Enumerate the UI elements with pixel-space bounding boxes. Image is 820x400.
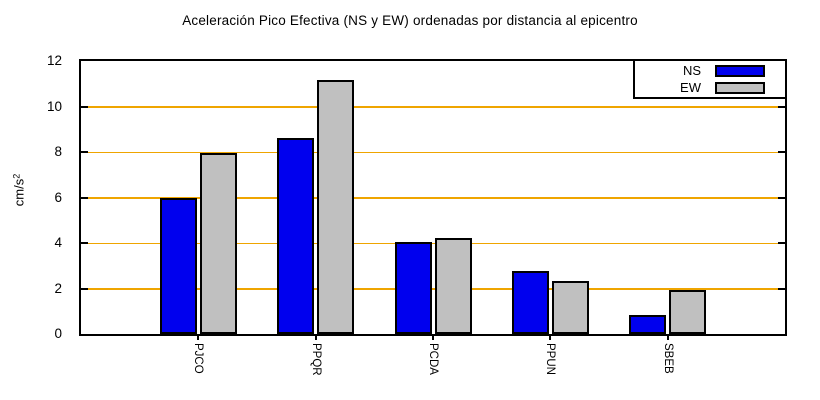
legend-label-ew: EW	[680, 80, 701, 95]
x-tick-mark	[549, 336, 552, 340]
x-tick-mark	[197, 336, 200, 340]
y-tick-mark-left	[81, 105, 88, 108]
x-tick-mark	[314, 336, 317, 340]
legend-swatch-ew	[715, 81, 765, 94]
chart-title: Aceleración Pico Efectiva (NS y EW) orde…	[182, 13, 638, 28]
x-tick-label: PPUN	[544, 343, 557, 375]
y-tick-mark-left	[81, 151, 88, 153]
plot-area	[79, 59, 787, 336]
y-tick-label: 2	[54, 280, 62, 296]
y-tick-label: 10	[46, 98, 62, 114]
bar-ew-ppun	[551, 280, 589, 334]
bar-ns-pjco	[159, 197, 197, 334]
bar-ew-sbeb	[669, 289, 707, 334]
bar-ns-sbeb	[629, 314, 667, 334]
y-tick-mark-right	[778, 242, 785, 244]
x-tick-label: PPQR	[309, 343, 322, 376]
bar-ew-pjco	[199, 153, 237, 334]
gridline-y6	[81, 197, 785, 199]
legend: NS EW	[633, 59, 787, 99]
y-axis-label: cm/s2	[11, 173, 27, 207]
y-tick-mark-left	[81, 287, 88, 290]
y-tick-mark-right	[778, 287, 785, 290]
legend-row-ew: EW	[635, 80, 785, 95]
legend-swatch-ns	[715, 64, 765, 77]
y-tick-mark-left	[81, 242, 88, 244]
gridline-y8	[81, 151, 785, 153]
gridline-y2	[81, 288, 785, 290]
legend-row-ns: NS	[635, 63, 785, 78]
gridline-y4	[81, 242, 785, 244]
x-tick-mark	[666, 336, 669, 340]
y-tick-mark-right	[778, 151, 785, 153]
y-tick-mark-right	[778, 105, 785, 108]
bar-ew-pcda	[434, 238, 472, 334]
x-tick-label: PCDA	[427, 343, 439, 375]
y-tick-label: 4	[54, 235, 62, 250]
bar-ns-ppqr	[277, 138, 315, 334]
y-tick-label: 6	[54, 189, 62, 205]
y-tick-label: 8	[54, 144, 62, 159]
y-tick-label: 0	[54, 326, 62, 341]
y-tick-label: 12	[46, 53, 62, 68]
bar-ns-ppun	[511, 271, 549, 334]
y-tick-mark-right	[778, 196, 785, 199]
x-tick-mark	[432, 336, 434, 340]
x-tick-label: PJCO	[192, 343, 205, 374]
bar-ns-pcda	[394, 241, 432, 334]
x-tick-label: SBEB	[661, 343, 674, 374]
legend-label-ns: NS	[682, 63, 701, 78]
gridline-y10	[81, 106, 785, 108]
y-tick-mark-left	[81, 196, 88, 199]
bar-ew-ppqr	[317, 80, 355, 334]
